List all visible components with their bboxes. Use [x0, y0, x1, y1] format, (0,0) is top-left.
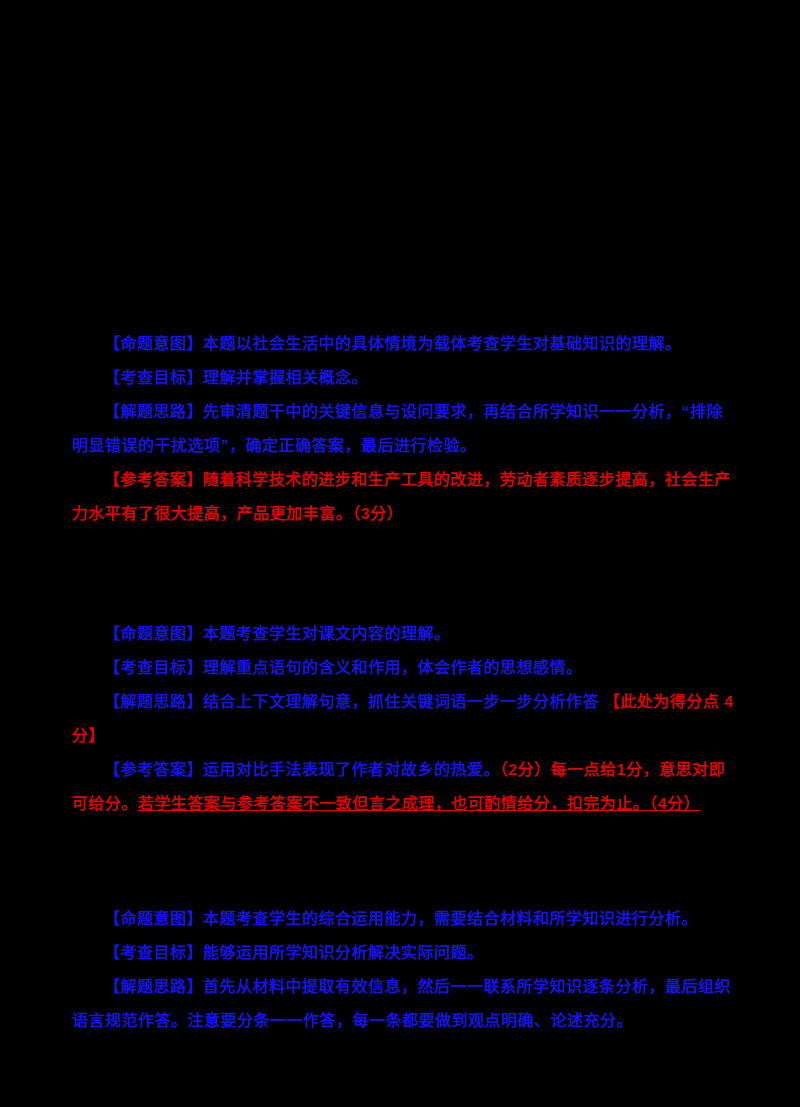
text-segment-red: （2分）每一点给1分，意思对即可给分。: [72, 762, 726, 813]
paragraph: 【命题意图】本题考查学生对课文内容的理解。: [72, 618, 737, 652]
paragraph: 【解题思路】结合上下文理解句意，抓住关键词语一步一步分析作答 【此处为得分点 4…: [72, 686, 737, 754]
paragraph: 【参考答案】运用对比手法表现了作者对故乡的热爱。（2分）每一点给1分，意思对即可…: [72, 754, 737, 822]
analysis-block-2: 【命题意图】本题考查学生对课文内容的理解。【考查目标】理解重点语句的含义和作用，…: [72, 618, 737, 822]
text-segment-red: 若学生答案与参考答案不一致但言之成理，也可酌情给分，扣完为止。（4分）: [138, 796, 701, 813]
paragraph: 【解题思路】先审清题干中的关键信息与设问要求，再结合所学知识一一分析，“排除明显…: [72, 396, 737, 464]
text-segment-blue: 【考查目标】理解并掌握相关概念。: [104, 370, 369, 387]
paragraph: 【考查目标】理解重点语句的含义和作用，体会作者的思想感情。: [72, 652, 737, 686]
paragraph: 【考查目标】理解并掌握相关概念。: [72, 362, 737, 396]
analysis-block-1: 【命题意图】本题以社会生活中的具体情境为载体考查学生对基础知识的理解。 【考查目标…: [72, 328, 737, 532]
text-segment-red: 【此处为得分点 4分】: [72, 694, 734, 745]
text-segment-blue: 【命题意图】本题考查学生的综合运用能力，需要结合材料和所学知识进行分析。: [104, 911, 699, 928]
text-segment-blue: 【命题意图】本题以社会生活中的具体情境为载体考查学生对基础知识的理解。: [104, 336, 682, 353]
text-segment-red: 【参考答案】随着科学技术的进步和生产工具的改进，劳动者素质逐步提高，社会生产力水…: [72, 472, 732, 523]
paragraph: 【命题意图】本题考查学生的综合运用能力，需要结合材料和所学知识进行分析。: [72, 903, 737, 937]
text-segment-blue: 【解题思路】首先从材料中提取有效信息，然后一一联系所学知识逐条分析，最后组织语言…: [72, 979, 732, 1030]
paragraph: 【命题意图】本题以社会生活中的具体情境为载体考查学生对基础知识的理解。: [72, 328, 737, 362]
paragraph: 【考查目标】能够运用所学知识分析解决实际问题。: [72, 937, 737, 971]
paragraph: 【解题思路】首先从材料中提取有效信息，然后一一联系所学知识逐条分析，最后组织语言…: [72, 971, 737, 1039]
text-segment-blue: 【命题意图】本题考查学生对课文内容的理解。: [104, 626, 451, 643]
text-segment-blue: 【考查目标】理解重点语句的含义和作用，体会作者的思想感情。: [104, 660, 583, 677]
analysis-block-3: 【命题意图】本题考查学生的综合运用能力，需要结合材料和所学知识进行分析。 【考查目…: [72, 903, 737, 1039]
text-segment-blue: 【参考答案】运用对比手法表现了作者对故乡的热爱。: [104, 762, 501, 779]
text-segment-blue: 【解题思路】先审清题干中的关键信息与设问要求，再结合所学知识一一分析，“排除明显…: [72, 404, 724, 455]
text-segment-blue: 【考查目标】能够运用所学知识分析解决实际问题。: [104, 945, 484, 962]
text-segment-blue: 【解题思路】结合上下文理解句意，抓住关键词语一步一步分析作答: [104, 694, 604, 711]
paragraph: 【参考答案】随着科学技术的进步和生产工具的改进，劳动者素质逐步提高，社会生产力水…: [72, 464, 737, 532]
